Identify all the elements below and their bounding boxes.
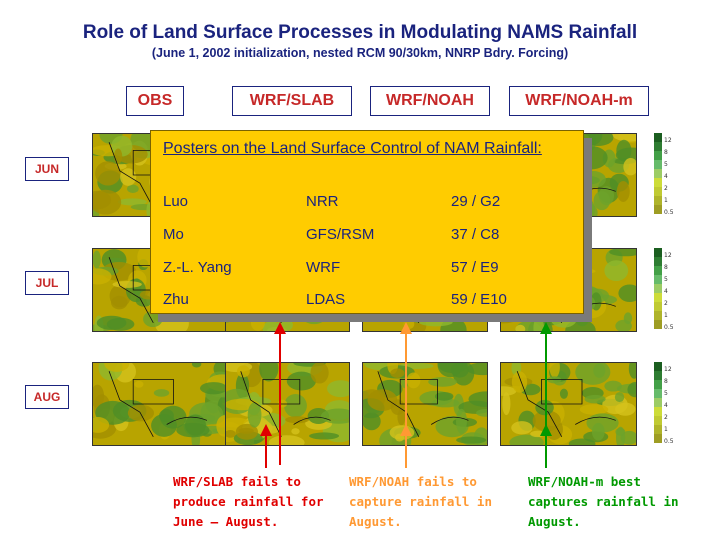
- column-label-obs: OBS: [126, 86, 184, 116]
- rainfall-map-panel: [92, 362, 228, 446]
- colorbar-tick-label: 4: [664, 402, 668, 409]
- colorbar-tick-label: 0.5: [664, 209, 674, 216]
- popup-entry-group: GFS/RSM: [306, 226, 375, 243]
- colorbar-tick-label: 12: [664, 137, 672, 144]
- colorbar-tick-label: 2: [664, 414, 668, 421]
- row-label-aug: AUG: [25, 385, 69, 409]
- slide-title: Role of Land Surface Processes in Modula…: [82, 22, 638, 43]
- rainfall-map-panel: [225, 362, 350, 446]
- popup-entry-name: Mo: [163, 226, 184, 243]
- note-line: WRF/NOAH fails to: [349, 474, 477, 489]
- slide-subtitle: (June 1, 2002 initialization, nested RCM…: [151, 46, 569, 60]
- colorbar-tick-label: 1: [664, 426, 668, 433]
- column-label-wrf-slab: WRF/SLAB: [232, 86, 352, 116]
- note-line: WRF/SLAB fails to: [173, 474, 301, 489]
- colorbar-tick-label: 5: [664, 161, 668, 168]
- popup-entry-poster: 57 / E9: [451, 259, 499, 276]
- note-line: August.: [349, 514, 402, 529]
- colorbar-tick-label: 5: [664, 276, 668, 283]
- colorbar-tick-label: 1: [664, 197, 668, 204]
- popup-entry-name: Zhu: [163, 291, 189, 308]
- column-label-wrf-noah-m: WRF/NOAH-m: [509, 86, 649, 116]
- popup-entry-poster: 59 / E10: [451, 291, 507, 308]
- colorbar-tick-label: 5: [664, 390, 668, 397]
- colorbar-tick-label: 12: [664, 366, 672, 373]
- row-label-jun: JUN: [25, 157, 69, 181]
- column-label-wrf-noah: WRF/NOAH: [370, 86, 490, 116]
- rainfall-map-panel: [500, 362, 637, 446]
- colorbar-tick-label: 8: [664, 264, 668, 271]
- rainfall-colorbar: [654, 362, 662, 444]
- note-line: produce rainfall for: [173, 494, 324, 509]
- colorbar-tick-label: 0.5: [664, 438, 674, 445]
- poster-popup: Posters on the Land Surface Control of N…: [150, 130, 584, 314]
- rainfall-colorbar: [654, 248, 662, 330]
- popup-entry-name: Z.-L. Yang: [163, 259, 232, 276]
- row-label-jul: JUL: [25, 271, 69, 295]
- note-line: August.: [528, 514, 581, 529]
- popup-entry-name: Luo: [163, 193, 189, 210]
- colorbar-tick-label: 0.5: [664, 324, 674, 331]
- note-line: WRF/NOAH-m best: [528, 474, 641, 489]
- popup-title: Posters on the Land Surface Control of N…: [163, 140, 542, 157]
- note-wrf-noah-m: WRF/NOAH-m best captures rainfall in Aug…: [528, 472, 679, 532]
- colorbar-tick-label: 4: [664, 173, 668, 180]
- colorbar-tick-label: 4: [664, 288, 668, 295]
- popup-entry-group: WRF: [306, 259, 341, 276]
- popup-entry-group: LDAS: [306, 291, 346, 308]
- popup-entry-poster: 29 / G2: [451, 193, 501, 210]
- popup-entry-group: NRR: [306, 193, 339, 210]
- colorbar-tick-label: 12: [664, 252, 672, 259]
- note-wrf-noah: WRF/NOAH fails to capture rainfall in Au…: [349, 472, 492, 532]
- colorbar-tick-label: 8: [664, 378, 668, 385]
- note-line: capture rainfall in: [349, 494, 492, 509]
- colorbar-tick-label: 2: [664, 185, 668, 192]
- colorbar-tick-label: 2: [664, 300, 668, 307]
- rainfall-colorbar: [654, 133, 662, 215]
- colorbar-tick-label: 8: [664, 149, 668, 156]
- note-wrf-slab: WRF/SLAB fails to produce rainfall for J…: [173, 472, 324, 532]
- rainfall-map-panel: [362, 362, 488, 446]
- note-line: captures rainfall in: [528, 494, 679, 509]
- note-line: June – August.: [173, 514, 279, 529]
- colorbar-tick-label: 1: [664, 312, 668, 319]
- popup-entry-poster: 37 / C8: [451, 226, 500, 243]
